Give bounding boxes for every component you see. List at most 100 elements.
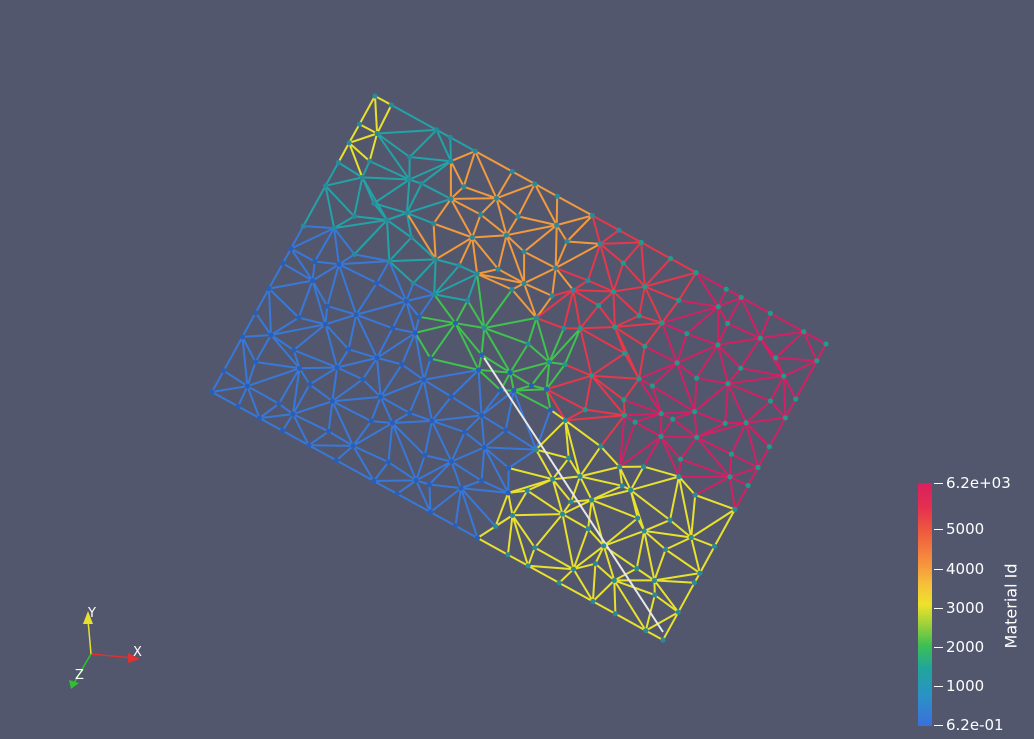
mesh-edge [643,519,671,532]
mesh-edge [355,314,378,359]
mesh-edge [551,289,574,297]
mesh-edge [567,457,581,477]
mesh-edge [293,323,327,351]
mesh-edge [622,262,646,288]
mesh-node [479,352,485,358]
mesh-edge [686,305,719,335]
mesh-edge [600,241,642,245]
mesh-edge [508,467,553,481]
mesh-edge [554,225,558,269]
mesh-edge [660,435,682,460]
mesh-edge [433,264,460,296]
mesh-edge [412,282,435,296]
mesh-node [533,447,539,453]
mesh-edge [545,388,567,421]
mesh-node [367,158,373,164]
mesh-edge [591,563,597,602]
mesh-edge [768,417,787,448]
mesh-edge [643,530,656,581]
mesh-edge [526,489,564,515]
mesh-node [495,266,501,272]
mesh-edge [325,176,363,187]
mesh-node [371,200,377,206]
mesh-edge [471,236,499,270]
mesh-edge [428,484,432,513]
mesh-edge [716,323,729,346]
mesh-edge [564,419,602,448]
mesh-node [612,611,619,617]
mesh-edge [570,476,581,503]
mesh-edge [727,367,742,385]
colorbar-tick-mark [934,725,943,726]
mesh-edge [471,237,479,275]
mesh-edge [695,344,719,379]
mesh-edge [587,279,614,293]
mesh-edge [292,400,333,416]
mesh-edge [507,553,529,567]
mesh-edge [618,466,632,491]
mesh-node [658,433,664,440]
mesh-edge [377,128,437,135]
mesh-edge [454,322,480,371]
mesh-edge [406,212,437,260]
mesh-edge [376,332,416,359]
mesh-edge [638,346,646,379]
mesh-edge [423,378,452,398]
mesh-edge [483,446,510,494]
mesh-node [556,580,562,586]
mesh-edge [665,536,692,551]
mesh-node [715,342,721,348]
mesh-node [755,464,761,471]
mesh-node [601,543,607,549]
mesh-edge [614,612,647,632]
mesh-edge [587,528,605,547]
mesh-edge [450,395,483,417]
mesh-node [346,346,352,352]
mesh-edge [535,289,574,319]
mesh-node [570,287,576,293]
mesh-edge [390,104,438,131]
mesh-node [474,535,481,541]
mesh-node [372,93,378,99]
mesh-edge [661,305,719,324]
mesh-node [447,134,453,140]
mesh-edge [388,260,408,302]
mesh-edge [729,466,759,478]
mesh-node [745,482,751,489]
mesh-edge [268,262,284,290]
mesh-edge [783,359,818,378]
mesh-edge [590,375,626,416]
mesh-edge [619,435,662,468]
mesh-edge [335,459,375,482]
mesh-edge [258,402,280,419]
mesh-edge [677,582,696,613]
mesh-edge [775,330,805,359]
mesh-edge [458,237,474,266]
mesh-node [368,418,374,424]
mesh-edge [246,385,280,405]
mesh-edge [387,422,394,463]
mesh-edge [565,414,625,422]
mesh-node [592,561,599,567]
mesh-edge [590,374,625,401]
mesh-node [333,457,339,463]
mesh-node [296,315,302,321]
mesh-edge [405,293,435,303]
mesh-edge [679,436,698,460]
mesh-edge [535,317,551,363]
mesh-edge [645,629,664,641]
mesh-edge [624,412,662,417]
mesh-edge [328,430,354,447]
mesh-node [549,293,555,299]
mesh-edge [483,327,529,345]
mesh-edge [694,476,731,496]
mesh-edge [614,321,663,328]
mesh-edge [661,321,688,335]
mesh-node [757,335,763,341]
mesh-edge [642,435,662,468]
mesh-node [743,420,749,426]
mesh-edge [460,487,509,494]
mesh-edge [594,545,605,565]
mesh-edge [784,398,797,419]
